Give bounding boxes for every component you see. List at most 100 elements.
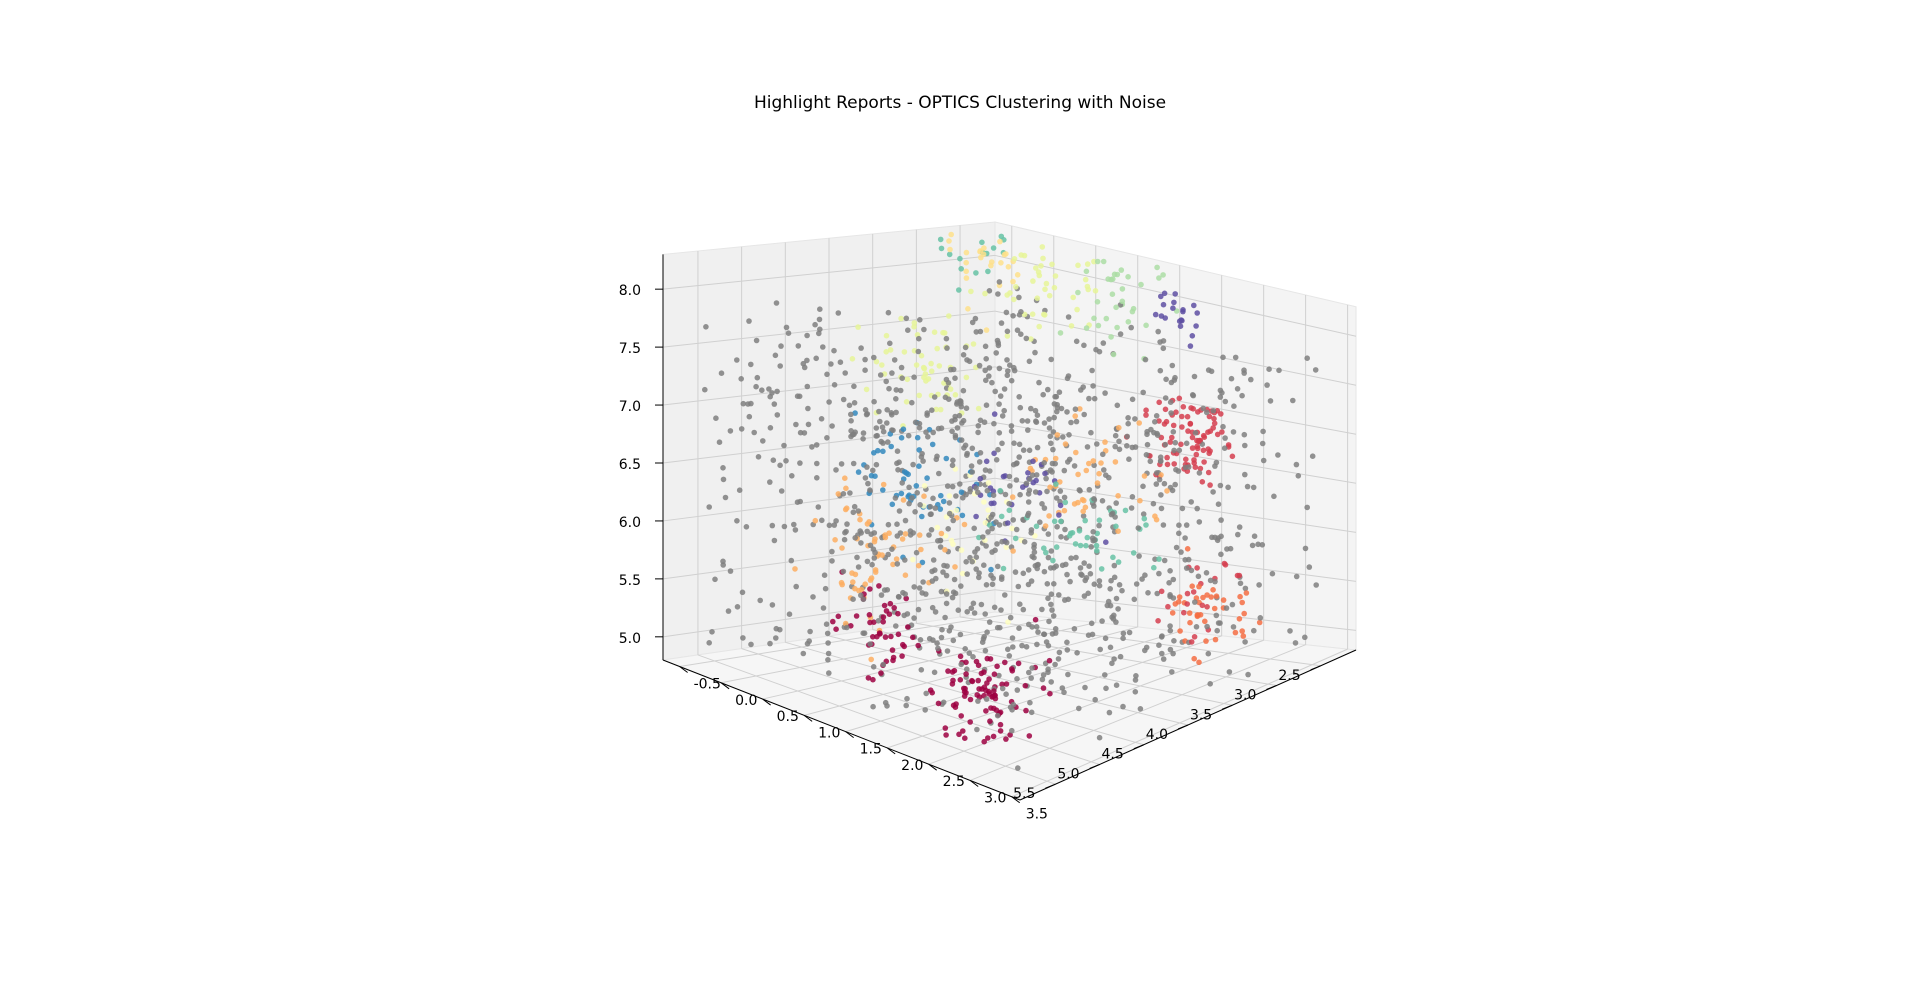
noise-point bbox=[902, 591, 908, 597]
cluster-point bbox=[1103, 539, 1109, 545]
noise-point bbox=[1152, 556, 1158, 562]
noise-point bbox=[850, 460, 857, 467]
grid-line-y-floor bbox=[845, 630, 1180, 733]
noise-point bbox=[915, 606, 922, 613]
noise-point bbox=[1117, 653, 1124, 660]
noise-point bbox=[905, 327, 911, 334]
noise-point bbox=[1036, 379, 1042, 386]
grid-line-z-right bbox=[994, 589, 1357, 631]
noise-point bbox=[1159, 633, 1165, 639]
noise-point bbox=[1041, 505, 1048, 511]
cluster-point bbox=[1109, 291, 1116, 298]
noise-point bbox=[1090, 383, 1096, 389]
noise-point bbox=[1074, 650, 1080, 656]
x-tick-label: 5.5 bbox=[1013, 786, 1035, 802]
noise-point bbox=[1133, 581, 1140, 587]
cluster-point bbox=[1211, 415, 1217, 422]
noise-point bbox=[793, 421, 799, 428]
noise-point bbox=[959, 420, 965, 426]
noise-point bbox=[1096, 522, 1102, 529]
noise-point bbox=[1006, 500, 1012, 507]
noise-point bbox=[1167, 627, 1174, 634]
cluster-point bbox=[1189, 445, 1196, 451]
noise-point bbox=[785, 330, 792, 337]
noise-point bbox=[840, 491, 847, 497]
noise-point bbox=[1135, 525, 1142, 531]
cluster-point bbox=[942, 547, 948, 553]
cluster-point bbox=[900, 426, 907, 433]
noise-point bbox=[936, 470, 942, 477]
cluster-point bbox=[843, 485, 849, 492]
noise-point bbox=[1205, 367, 1212, 373]
noise-point bbox=[1072, 406, 1079, 413]
cluster-point bbox=[1178, 441, 1184, 448]
noise-point bbox=[1241, 370, 1247, 376]
noise-point bbox=[994, 712, 1001, 719]
noise-point bbox=[1044, 581, 1051, 587]
cluster-point bbox=[1206, 450, 1212, 457]
noise-point bbox=[1023, 480, 1030, 487]
cluster-point bbox=[1239, 628, 1245, 634]
noise-point bbox=[1116, 446, 1123, 453]
cluster-point bbox=[937, 236, 944, 243]
cluster-point bbox=[1075, 289, 1081, 296]
noise-point bbox=[898, 364, 905, 371]
noise-point bbox=[982, 367, 988, 374]
cluster-point bbox=[1158, 293, 1164, 300]
noise-point bbox=[975, 429, 981, 436]
cluster-point bbox=[1229, 453, 1236, 460]
noise-point bbox=[996, 430, 1003, 436]
noise-point bbox=[858, 530, 864, 536]
cluster-point bbox=[973, 270, 979, 276]
cluster-point bbox=[1186, 610, 1193, 616]
z-tick-label: 5.5 bbox=[619, 573, 641, 589]
noise-point bbox=[969, 469, 976, 475]
noise-point bbox=[1259, 440, 1266, 447]
noise-point bbox=[930, 429, 936, 436]
cluster-point bbox=[1082, 276, 1089, 283]
noise-point bbox=[949, 483, 956, 490]
noise-point bbox=[781, 442, 787, 449]
noise-point bbox=[974, 726, 980, 733]
noise-point bbox=[1004, 357, 1010, 363]
grid-line-z-right bbox=[994, 366, 1357, 435]
cluster-point bbox=[916, 392, 922, 399]
noise-point bbox=[753, 337, 760, 344]
noise-point bbox=[1082, 684, 1088, 691]
cluster-point bbox=[928, 360, 934, 367]
noise-point bbox=[823, 621, 830, 627]
noise-point bbox=[1048, 591, 1055, 597]
cluster-point bbox=[985, 268, 991, 275]
noise-point bbox=[998, 320, 1005, 326]
cluster-point bbox=[945, 668, 951, 674]
cluster-point bbox=[1189, 434, 1196, 441]
cluster-point bbox=[1220, 597, 1227, 603]
noise-point bbox=[894, 521, 900, 527]
noise-point bbox=[1188, 499, 1194, 505]
noise-point bbox=[1099, 498, 1106, 504]
cluster-point bbox=[958, 713, 964, 719]
noise-point bbox=[1255, 541, 1261, 548]
cluster-point bbox=[902, 572, 909, 578]
noise-point bbox=[887, 340, 893, 347]
noise-point bbox=[1124, 433, 1130, 440]
noise-point bbox=[930, 557, 937, 563]
cluster-point bbox=[849, 356, 856, 362]
noise-point bbox=[1161, 480, 1168, 487]
noise-point bbox=[1045, 386, 1051, 393]
cluster-point bbox=[1203, 638, 1209, 644]
cluster-point bbox=[1181, 609, 1187, 616]
noise-point bbox=[916, 425, 923, 431]
noise-point bbox=[973, 485, 979, 491]
noise-point bbox=[935, 538, 941, 544]
cluster-point bbox=[949, 681, 956, 687]
cluster-point bbox=[852, 585, 858, 592]
noise-point bbox=[1248, 376, 1254, 383]
cluster-point bbox=[1043, 549, 1049, 556]
noise-point bbox=[1183, 440, 1190, 447]
noise-point bbox=[1011, 364, 1017, 371]
cluster-point bbox=[979, 239, 985, 246]
noise-point bbox=[848, 428, 854, 434]
cluster-point bbox=[958, 489, 965, 496]
cluster-point bbox=[1062, 499, 1069, 506]
